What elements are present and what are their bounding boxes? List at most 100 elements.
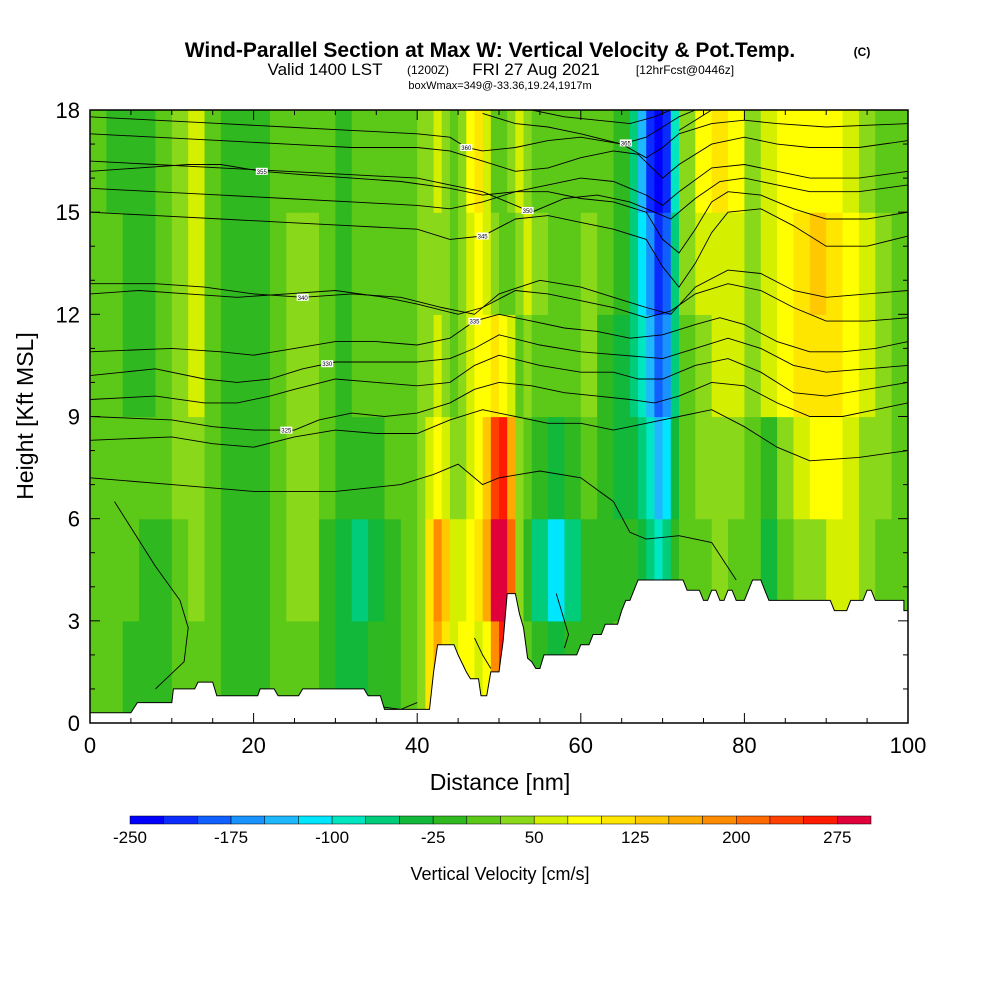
- w-cell: [728, 314, 745, 418]
- w-cell: [433, 110, 443, 213]
- w-cell: [531, 212, 549, 315]
- w-cell: [744, 314, 762, 418]
- colorbar: [129, 815, 872, 825]
- w-cell: [809, 314, 827, 418]
- colorbar-swatch: [365, 815, 400, 825]
- x-tick-label: 80: [732, 733, 756, 758]
- isentrope-label: 325: [281, 429, 292, 435]
- w-cell: [548, 212, 566, 315]
- w-cell: [670, 518, 680, 622]
- colorbar-swatch: [601, 815, 636, 825]
- w-cell: [286, 212, 304, 315]
- w-cell: [474, 110, 484, 213]
- w-cell: [335, 314, 353, 418]
- w-cell: [466, 416, 476, 520]
- w-cell: [351, 416, 369, 520]
- isentrope-line: [90, 187, 908, 254]
- w-cell: [564, 212, 582, 315]
- w-cell: [490, 212, 500, 315]
- x-tick-label: 0: [84, 733, 96, 758]
- isentrope-label-bg: [321, 360, 334, 368]
- w-cell: [269, 518, 287, 622]
- w-cell: [474, 314, 484, 418]
- w-cell: [319, 518, 336, 622]
- w-cell: [490, 110, 500, 213]
- isentrope-label: 330: [322, 362, 333, 368]
- w-cell: [122, 212, 140, 315]
- w-cell: [449, 314, 459, 418]
- colorbar-swatch: [567, 815, 602, 825]
- y-tick-label: 15: [56, 200, 80, 225]
- isentrope-label: 345: [478, 235, 489, 241]
- y-tick-label: 3: [68, 609, 80, 634]
- colorbar-swatch: [466, 815, 501, 825]
- w-cell: [466, 518, 476, 622]
- w-cell: [400, 416, 418, 520]
- x-tick-label: 60: [569, 733, 593, 758]
- w-cell: [695, 212, 713, 315]
- isentrope-line: [474, 637, 492, 669]
- w-cell: [662, 110, 672, 213]
- colorbar-swatch: [230, 815, 265, 825]
- w-cell: [654, 416, 664, 520]
- w-cell: [90, 314, 107, 418]
- w-cell: [204, 110, 222, 213]
- colorbar-swatch: [769, 815, 804, 825]
- w-cell: [564, 110, 582, 213]
- w-cell: [507, 314, 516, 418]
- w-cell: [106, 314, 124, 418]
- w-cell: [425, 110, 435, 213]
- w-cell: [458, 110, 467, 213]
- w-cell: [286, 416, 304, 520]
- w-cell: [711, 314, 729, 418]
- w-cell: [548, 518, 566, 622]
- w-cell: [155, 110, 173, 213]
- w-cell: [269, 110, 287, 213]
- w-cell: [507, 416, 516, 520]
- w-cell: [728, 212, 745, 315]
- w-cell: [302, 518, 320, 622]
- w-cell: [90, 620, 107, 723]
- w-cell: [90, 518, 107, 622]
- w-cell: [90, 416, 107, 520]
- w-cell: [670, 314, 680, 418]
- w-cell: [670, 416, 680, 520]
- w-cell: [597, 416, 615, 520]
- w-cell: [875, 314, 893, 418]
- w-cell: [515, 212, 525, 315]
- y-tick-label: 0: [68, 711, 80, 736]
- w-cell: [155, 620, 173, 723]
- w-cell: [384, 110, 402, 213]
- w-cell: [711, 212, 729, 315]
- w-cell: [809, 110, 827, 213]
- w-cell: [351, 518, 369, 622]
- w-cell: [171, 110, 189, 213]
- colorbar-swatch: [298, 815, 333, 825]
- colorbar-swatch: [736, 815, 771, 825]
- w-cell: [646, 110, 656, 213]
- isentrope-line: [114, 501, 189, 690]
- colorbar-tick-label: -25: [421, 828, 446, 847]
- colorbar-swatch: [129, 815, 164, 825]
- w-cell: [809, 416, 827, 520]
- x-tick-label: 20: [241, 733, 265, 758]
- w-cell: [613, 518, 631, 622]
- y-tick-label: 18: [56, 98, 80, 123]
- w-cell: [654, 110, 664, 213]
- colorbar-tick-label: 200: [722, 828, 750, 847]
- w-cell: [441, 416, 451, 520]
- w-cell: [842, 518, 860, 622]
- w-cell: [654, 518, 664, 622]
- w-cell: [507, 518, 516, 622]
- w-cell: [678, 416, 696, 520]
- w-cell: [474, 620, 484, 723]
- w-cell: [777, 212, 795, 315]
- w-cell: [122, 314, 140, 418]
- w-cell: [744, 212, 762, 315]
- w-cell: [548, 110, 566, 213]
- w-cell: [400, 314, 418, 418]
- isentrope-label: 350: [523, 209, 534, 215]
- w-cell: [122, 518, 140, 622]
- w-cell: [564, 314, 582, 418]
- w-cell: [449, 110, 459, 213]
